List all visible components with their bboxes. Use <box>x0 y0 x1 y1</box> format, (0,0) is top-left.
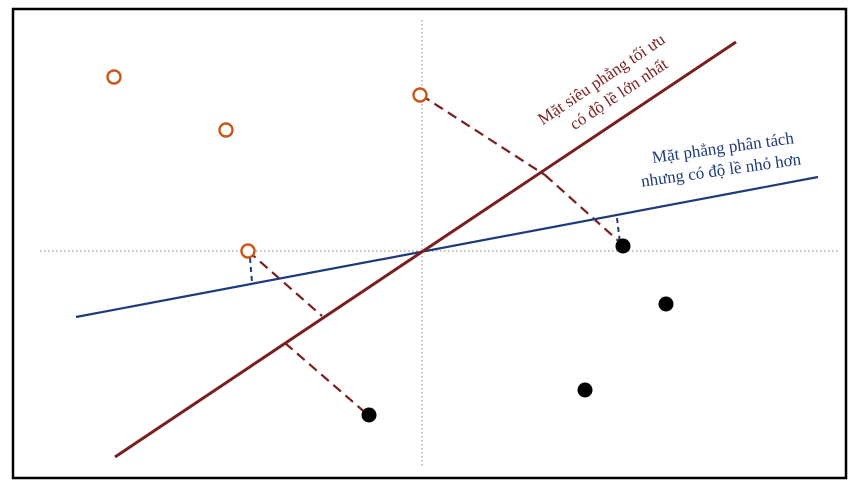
hollow-point <box>412 87 428 103</box>
hollow-point <box>218 122 234 138</box>
solid-point <box>361 407 377 423</box>
optimal-margin-dash-upper-solid <box>544 174 624 246</box>
smaller-margin-plane-line <box>75 175 819 319</box>
smaller-margin-dash-right <box>616 217 621 244</box>
optimal-margin-dash-lower-solid <box>284 342 369 416</box>
optimal-hyperplane-line <box>114 40 737 459</box>
solid-point <box>658 296 674 312</box>
smaller-margin-dash-left <box>249 257 253 283</box>
frame-border <box>11 7 848 480</box>
optimal-margin-dash-left-hollow <box>247 250 323 317</box>
optimal-margin-dash-upper-hollow <box>420 94 546 176</box>
hollow-point <box>106 69 122 85</box>
solid-point <box>615 238 631 254</box>
hollow-point <box>240 243 256 259</box>
solid-point <box>577 382 593 398</box>
smaller-margin-plane-label: Mặt phẳng phân tách nhưng có độ lề nhỏ h… <box>640 128 803 191</box>
